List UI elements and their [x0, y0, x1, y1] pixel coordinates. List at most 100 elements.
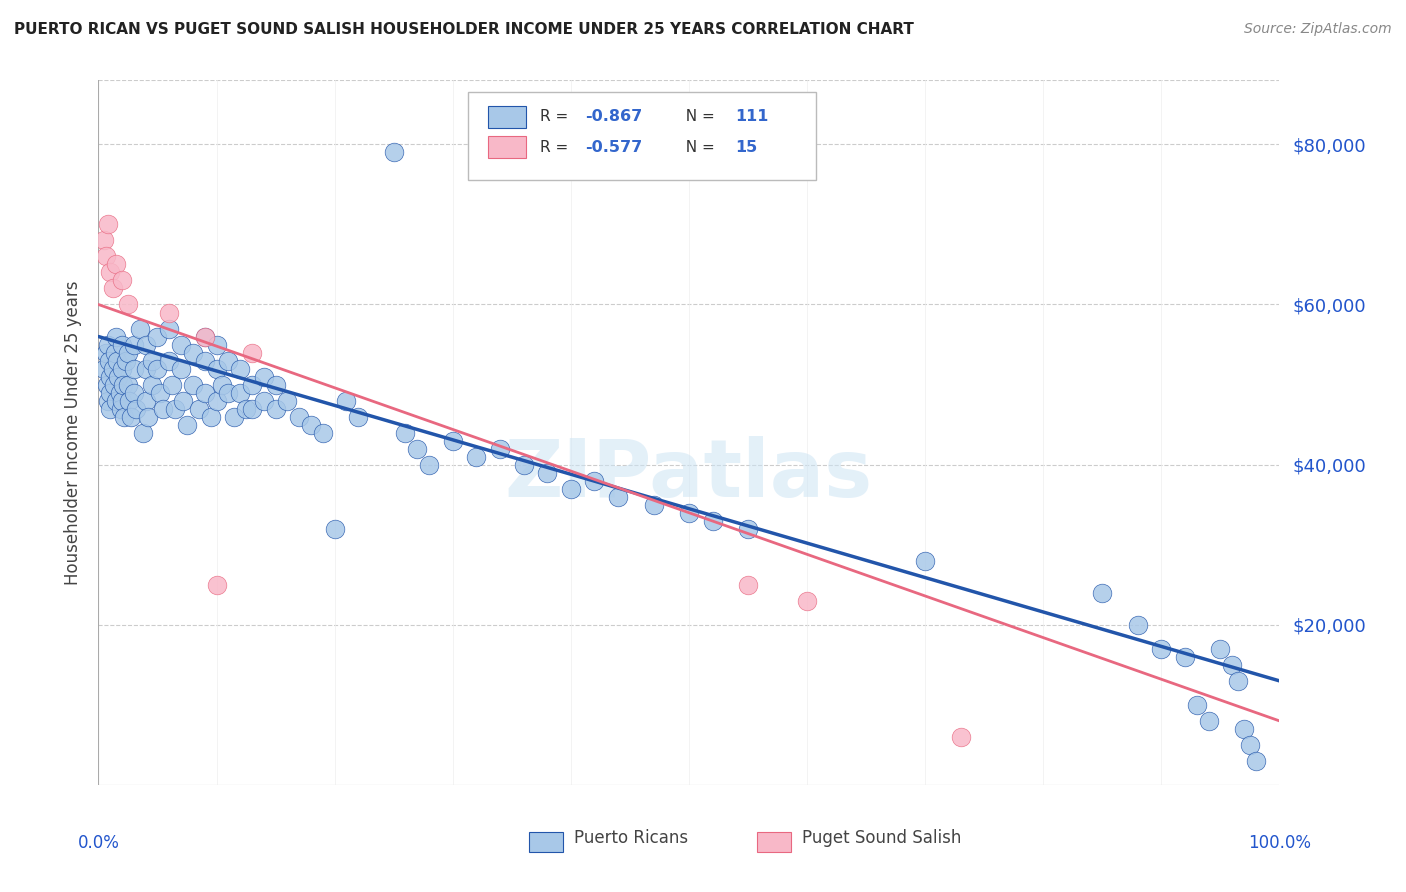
Text: PUERTO RICAN VS PUGET SOUND SALISH HOUSEHOLDER INCOME UNDER 25 YEARS CORRELATION: PUERTO RICAN VS PUGET SOUND SALISH HOUSE… [14, 22, 914, 37]
Point [176, 417, 198, 432]
Point [1227, 673, 1250, 688]
Point [1126, 617, 1149, 632]
Point [323, 522, 346, 536]
Point [312, 425, 335, 440]
Point [253, 369, 276, 384]
Point [121, 409, 143, 424]
Point [489, 442, 512, 456]
Point [107, 369, 129, 384]
Point [607, 490, 630, 504]
Point [112, 409, 135, 424]
Point [118, 393, 141, 408]
Point [914, 554, 936, 568]
Point [1233, 722, 1256, 736]
Point [111, 273, 134, 287]
Point [94, 250, 117, 264]
Text: R =: R = [540, 140, 574, 154]
Point [93, 234, 115, 248]
Point [122, 337, 145, 351]
Point [240, 377, 263, 392]
Point [1239, 738, 1261, 752]
Text: 15: 15 [735, 140, 758, 154]
Text: 111: 111 [735, 110, 768, 124]
Point [205, 361, 228, 376]
Point [141, 353, 163, 368]
Point [465, 450, 488, 464]
Point [1209, 641, 1232, 656]
Bar [530, 832, 562, 852]
Point [104, 345, 127, 359]
Bar [488, 136, 526, 159]
Point [235, 401, 257, 416]
Point [146, 329, 169, 343]
Text: Puerto Ricans: Puerto Ricans [575, 829, 689, 847]
Point [98, 265, 121, 279]
Point [194, 329, 217, 343]
Point [105, 257, 128, 271]
Point [253, 393, 276, 408]
Point [229, 385, 252, 400]
Text: R =: R = [540, 110, 574, 124]
Text: N =: N = [676, 140, 720, 154]
Point [111, 393, 134, 408]
Point [276, 393, 298, 408]
Point [165, 401, 187, 416]
Point [264, 377, 287, 392]
Point [105, 329, 128, 343]
Point [157, 305, 180, 319]
Point [125, 401, 148, 416]
Point [170, 361, 193, 376]
Point [172, 393, 194, 408]
Point [536, 466, 558, 480]
Point [135, 361, 157, 376]
Point [97, 337, 120, 351]
Point [512, 458, 534, 472]
Point [136, 409, 159, 424]
Text: Source: ZipAtlas.com: Source: ZipAtlas.com [1244, 22, 1392, 37]
Text: N =: N = [676, 110, 720, 124]
Text: -0.577: -0.577 [585, 140, 643, 154]
Point [299, 417, 322, 432]
Point [152, 401, 174, 416]
Point [101, 361, 124, 376]
Point [205, 393, 228, 408]
Point [217, 353, 239, 368]
Point [105, 353, 128, 368]
Text: 100.0%: 100.0% [1249, 834, 1310, 852]
Point [112, 377, 135, 392]
Point [122, 385, 145, 400]
Point [149, 385, 172, 400]
Point [97, 393, 120, 408]
Point [111, 337, 134, 351]
Point [157, 353, 180, 368]
Point [111, 361, 134, 376]
Point [141, 377, 163, 392]
Point [217, 385, 239, 400]
Point [117, 377, 139, 392]
Point [157, 321, 180, 335]
Point [135, 393, 157, 408]
Point [194, 385, 217, 400]
Point [117, 297, 139, 311]
Point [1198, 714, 1220, 728]
Point [240, 401, 263, 416]
Point [347, 409, 370, 424]
Point [105, 393, 128, 408]
Point [181, 345, 204, 359]
Point [702, 514, 724, 528]
Point [1174, 649, 1197, 664]
Point [1150, 641, 1173, 656]
Point [98, 353, 121, 368]
Point [583, 474, 606, 488]
Text: Puget Sound Salish: Puget Sound Salish [803, 829, 962, 847]
Y-axis label: Householder Income Under 25 years: Householder Income Under 25 years [63, 280, 82, 585]
Point [117, 345, 139, 359]
Point [796, 594, 818, 608]
Point [93, 361, 115, 376]
Point [101, 281, 124, 295]
Point [264, 401, 287, 416]
Point [132, 425, 155, 440]
Point [418, 458, 440, 472]
Point [160, 377, 183, 392]
Point [194, 329, 217, 343]
